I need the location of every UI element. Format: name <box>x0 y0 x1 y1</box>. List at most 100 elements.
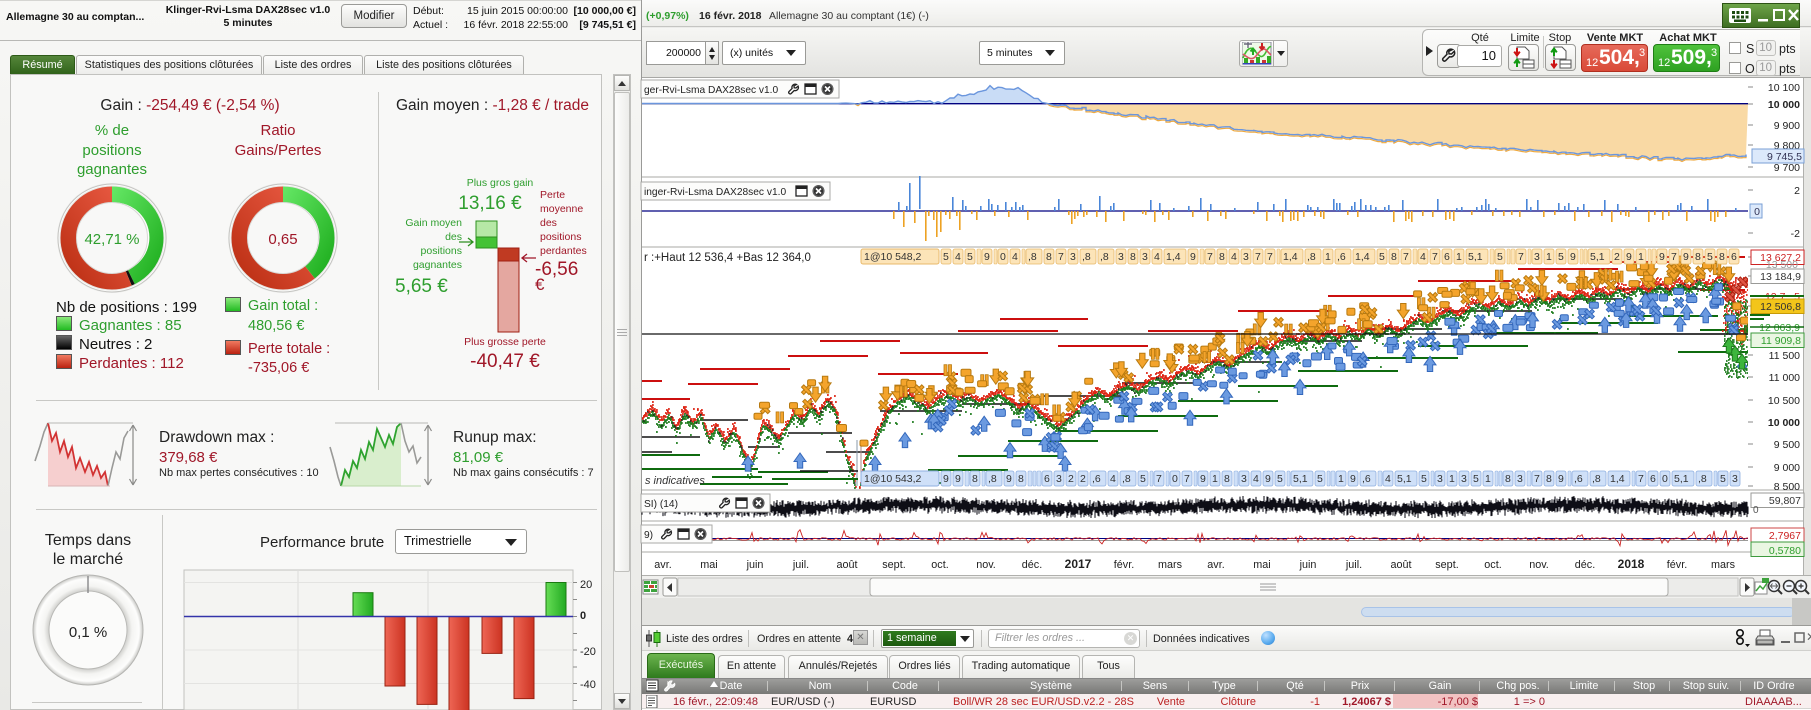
svg-text:3: 3 <box>1461 473 1467 485</box>
svg-text:7: 7 <box>1534 473 1540 485</box>
svg-text:4: 4 <box>1231 251 1237 263</box>
svg-text:9: 9 <box>955 473 961 485</box>
svg-text:7: 7 <box>1255 251 1261 263</box>
svg-text:mars: mars <box>1158 559 1183 571</box>
svg-text:5: 5 <box>1497 251 1503 263</box>
svg-text:0,1 %: 0,1 % <box>69 624 107 641</box>
svg-text:juil.: juil. <box>1345 559 1362 571</box>
svg-text:10 000: 10 000 <box>1768 99 1800 111</box>
svg-text:9 000: 9 000 <box>1774 462 1800 474</box>
svg-text:7: 7 <box>1403 251 1409 263</box>
svg-text:,8: ,8 <box>1307 251 1316 263</box>
svg-text:0: 0 <box>1172 473 1178 485</box>
svg-text:7: 7 <box>1518 251 1524 263</box>
svg-text:0: 0 <box>1662 473 1668 485</box>
svg-text:juil.: juil. <box>792 559 809 571</box>
svg-text:1,4: 1,4 <box>1166 251 1181 263</box>
svg-text:ger-Rvi-Lsma DAX28sec v1.0: ger-Rvi-Lsma DAX28sec v1.0 <box>644 85 779 96</box>
svg-text:9 745,5: 9 745,5 <box>1767 151 1802 163</box>
svg-text:9: 9 <box>1006 473 1012 485</box>
svg-text:9: 9 <box>984 251 990 263</box>
svg-text:avr.: avr. <box>1207 559 1224 571</box>
svg-text:5: 5 <box>1720 473 1726 485</box>
svg-text:9: 9 <box>1350 473 1356 485</box>
svg-text:0: 0 <box>1000 251 1006 263</box>
svg-text:5: 5 <box>1421 473 1427 485</box>
svg-text:4: 4 <box>1253 473 1259 485</box>
svg-text:5: 5 <box>1317 473 1323 485</box>
svg-text:5: 5 <box>1707 251 1713 263</box>
svg-text:,6: ,6 <box>1092 473 1101 485</box>
svg-text:9 500: 9 500 <box>1774 439 1800 451</box>
svg-text:9: 9 <box>1558 473 1564 485</box>
svg-text:4: 4 <box>1154 251 1160 263</box>
svg-text:3: 3 <box>1056 473 1062 485</box>
svg-text:8: 8 <box>1546 473 1552 485</box>
svg-text:9: 9 <box>1265 473 1271 485</box>
svg-text:2017: 2017 <box>1065 557 1092 571</box>
svg-text:8: 8 <box>1505 473 1511 485</box>
svg-text:août: août <box>836 559 857 571</box>
svg-text:juin: juin <box>1299 559 1317 571</box>
svg-text:1,4: 1,4 <box>1283 251 1298 263</box>
svg-text:8: 8 <box>1695 251 1701 263</box>
svg-text:12 063,9: 12 063,9 <box>1759 322 1800 334</box>
svg-text:5,1: 5,1 <box>1397 473 1412 485</box>
svg-text:sept.: sept. <box>882 559 905 571</box>
svg-text:1: 1 <box>1212 473 1218 485</box>
svg-text:9 700: 9 700 <box>1774 162 1800 174</box>
svg-text:3: 3 <box>1241 473 1247 485</box>
svg-text:1: 1 <box>1638 251 1644 263</box>
svg-text:2: 2 <box>1068 473 1074 485</box>
svg-text:SI) (14): SI) (14) <box>644 499 678 510</box>
svg-text:,8: ,8 <box>1100 251 1109 263</box>
svg-text:8: 8 <box>1130 251 1136 263</box>
svg-text:1,4: 1,4 <box>1610 473 1625 485</box>
svg-text:s indicatives: s indicatives <box>645 475 705 487</box>
svg-text:42,71 %: 42,71 % <box>84 231 139 248</box>
svg-text:2: 2 <box>1080 473 1086 485</box>
svg-text:-2: -2 <box>1791 228 1800 240</box>
svg-text:,8: ,8 <box>1122 473 1131 485</box>
svg-text:3: 3 <box>1732 473 1738 485</box>
svg-text:8: 8 <box>1046 251 1052 263</box>
svg-text:8: 8 <box>972 473 978 485</box>
svg-text:1: 1 <box>1546 251 1552 263</box>
svg-text:9: 9 <box>1659 251 1665 263</box>
svg-text:,6: ,6 <box>1574 473 1583 485</box>
svg-text:8: 8 <box>1224 473 1230 485</box>
svg-text:3: 3 <box>1437 473 1443 485</box>
svg-text:,8: ,8 <box>1592 473 1601 485</box>
svg-text:1@10 543,2: 1@10 543,2 <box>864 473 922 485</box>
svg-text:7: 7 <box>1156 473 1162 485</box>
svg-text:10 500: 10 500 <box>1768 395 1800 407</box>
svg-text:4: 4 <box>1012 251 1018 263</box>
svg-text:juin: juin <box>746 559 764 571</box>
svg-text:déc.: déc. <box>1022 559 1042 571</box>
svg-text:3: 3 <box>1517 473 1523 485</box>
svg-text:5,1: 5,1 <box>1468 251 1483 263</box>
svg-text:févr.: févr. <box>1114 559 1134 571</box>
svg-text:0,65: 0,65 <box>268 231 297 248</box>
svg-text:1: 1 <box>1338 473 1344 485</box>
svg-text:9: 9 <box>1200 473 1206 485</box>
svg-text:inger-Rvi-Lsma DAX28sec v1.0: inger-Rvi-Lsma DAX28sec v1.0 <box>644 187 786 198</box>
svg-text:8: 8 <box>1219 251 1225 263</box>
svg-text:févr.: févr. <box>1667 559 1687 571</box>
svg-text:1: 1 <box>1485 473 1491 485</box>
svg-text:0,5780: 0,5780 <box>1769 545 1801 557</box>
svg-text:5: 5 <box>1379 251 1385 263</box>
svg-text:7: 7 <box>1207 251 1213 263</box>
svg-text:3: 3 <box>1142 251 1148 263</box>
svg-text:6: 6 <box>1444 251 1450 263</box>
svg-text:7: 7 <box>1267 251 1273 263</box>
svg-text:,6: ,6 <box>1337 251 1346 263</box>
svg-text:6: 6 <box>1650 473 1656 485</box>
svg-text:0: 0 <box>1754 206 1760 218</box>
svg-text:12 506,8: 12 506,8 <box>1760 301 1801 313</box>
svg-text:5: 5 <box>1277 473 1283 485</box>
svg-text:10 100: 10 100 <box>1768 82 1800 94</box>
svg-text:,8: ,8 <box>1082 251 1091 263</box>
svg-text:13 500: 13 500 <box>1766 259 1798 271</box>
svg-text:nov.: nov. <box>1529 559 1549 571</box>
